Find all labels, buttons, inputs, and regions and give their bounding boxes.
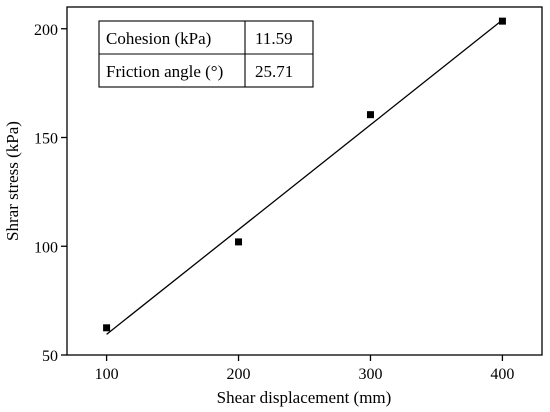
parameter-table: Cohesion (kPa) 11.59 Friction angle (°) …	[98, 20, 314, 88]
x-tick-label: 200	[227, 366, 251, 383]
fit-line	[106, 19, 503, 335]
x-tick-label: 400	[490, 366, 514, 383]
axis-tick-labels: 100 200 300 400 50 100 150 200	[34, 22, 514, 383]
axis-ticks	[61, 28, 504, 361]
table-label-cohesion: Cohesion (kPa)	[106, 29, 211, 48]
x-tick-label: 300	[358, 366, 382, 383]
y-axis-label: Shrar stress (kPa)	[3, 121, 22, 241]
data-point	[366, 111, 374, 119]
data-point	[103, 324, 111, 332]
table-value-friction-angle: 25.71	[255, 62, 293, 81]
table-value-cohesion: 11.59	[255, 29, 293, 48]
data-point	[498, 17, 506, 25]
x-axis-label: Shear displacement (mm)	[217, 388, 392, 407]
plot-frame	[66, 6, 543, 356]
table-label-friction-angle: Friction angle (°)	[106, 62, 223, 81]
y-tick-label: 200	[34, 22, 58, 39]
data-point	[235, 238, 243, 246]
y-tick-label: 150	[34, 131, 58, 148]
y-tick-label: 50	[42, 348, 58, 365]
y-tick-label: 100	[34, 239, 58, 256]
data-points	[103, 17, 506, 332]
x-tick-label: 100	[95, 366, 119, 383]
